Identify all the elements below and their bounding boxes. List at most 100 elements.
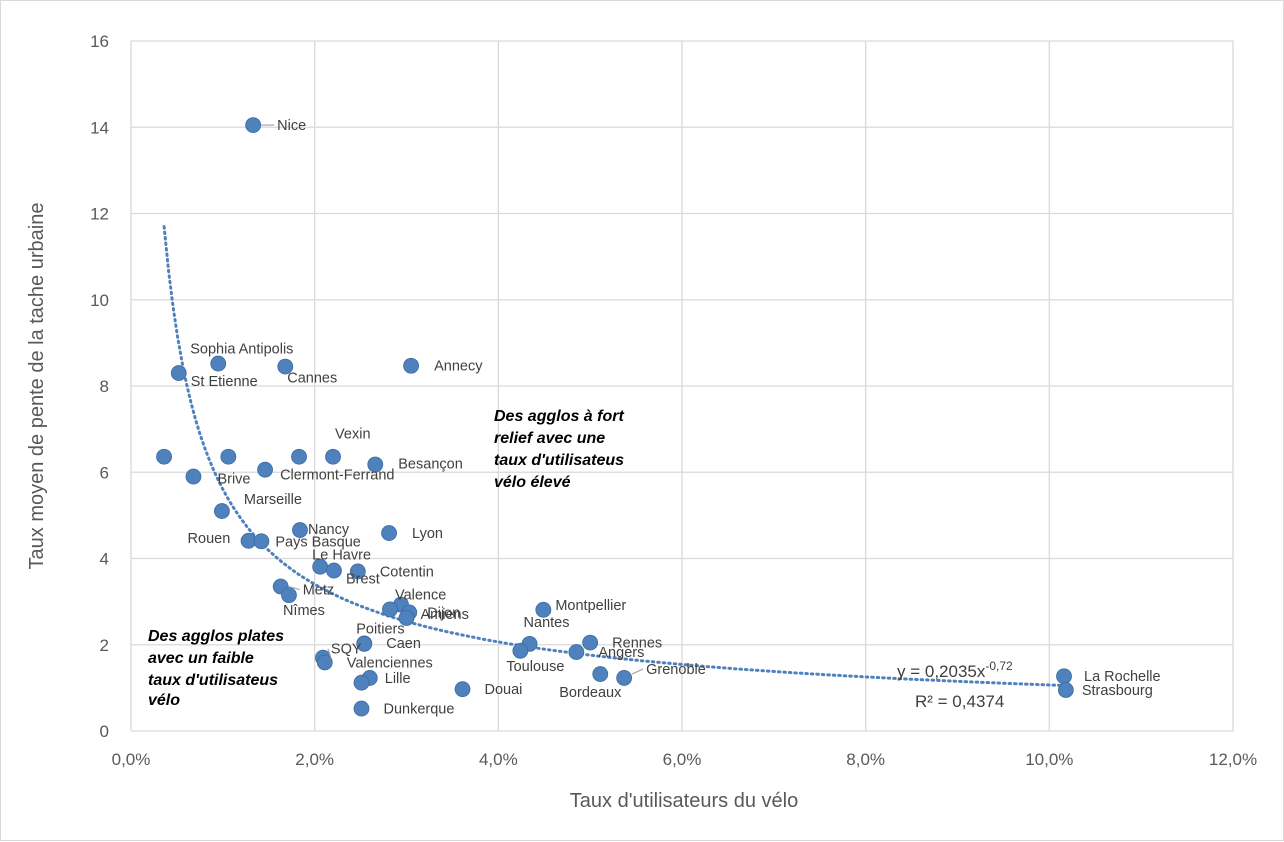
y-tick-label: 16 <box>90 32 109 51</box>
point-label: Strasbourg <box>1082 683 1153 699</box>
label-leader-line <box>631 668 644 675</box>
equation-exponent: -0,72 <box>985 659 1013 673</box>
data-point <box>1057 682 1074 698</box>
label-leader-line <box>327 648 332 658</box>
point-label: Clermont-Ferrand <box>280 468 394 484</box>
data-point <box>349 563 366 580</box>
data-point <box>353 700 370 717</box>
trendline-layer <box>162 225 1068 687</box>
x-tick-label: 12,0% <box>1209 750 1257 769</box>
y-tick-label: 8 <box>100 377 109 396</box>
tick-labels: 0,0% 2,0% 4,0% 6,0% 8,0% 10,0% 12,0% 0 2 4 6 8 10 12 1… <box>90 32 1257 769</box>
x-axis-title: Taux d'utilisateurs du vélo <box>570 790 798 812</box>
y-tick-label: 12 <box>90 205 109 224</box>
point-label: Bordeaux <box>559 685 622 701</box>
x-tick-label: 10,0% <box>1025 750 1073 769</box>
data-point <box>156 448 172 465</box>
point-label: Lyon <box>412 526 443 542</box>
data-point <box>292 522 308 538</box>
data-point <box>1056 668 1072 685</box>
data-point <box>512 642 529 659</box>
data-point <box>353 674 370 691</box>
equation-text: y = 0,2035x-0,72 <box>897 659 1013 681</box>
point-label: Rouen <box>188 531 231 547</box>
point-label: Nancy <box>308 522 350 538</box>
data-point <box>382 601 398 618</box>
data-point <box>454 681 471 698</box>
x-tick-label: 6,0% <box>663 750 702 769</box>
point-label: Toulouse <box>506 659 564 675</box>
x-tick-label: 4,0% <box>479 750 518 769</box>
point-label: Nîmes <box>283 603 325 619</box>
point-label: SQY <box>331 642 362 658</box>
annotation-high-relief-line-4: vélo élevé <box>494 474 571 491</box>
point-label: Cannes <box>287 371 337 387</box>
data-point <box>185 468 202 485</box>
data-point <box>210 355 227 372</box>
data-point <box>381 525 397 541</box>
data-point <box>291 448 307 465</box>
data-point <box>325 448 341 465</box>
annotation-high-relief: Des agglos à fort relief avec une taux d… <box>494 408 624 491</box>
annotation-high-relief-line-2: relief avec une <box>494 430 605 447</box>
data-point <box>616 670 633 686</box>
y-tick-label: 6 <box>100 463 109 482</box>
annotation-flat: Des agglos plates avec un faible taux d'… <box>148 628 284 709</box>
point-label: Nice <box>277 118 306 134</box>
point-label: Metz <box>303 583 334 599</box>
data-point <box>592 666 609 682</box>
r-squared-text: R² = 0,4374 <box>915 692 1004 711</box>
point-label: Caen <box>386 636 421 652</box>
data-point <box>403 357 419 374</box>
power-trendline <box>162 225 1068 687</box>
y-tick-label: 2 <box>100 636 109 655</box>
data-point <box>220 448 237 465</box>
trendline-equation: y = 0,2035x-0,72 R² = 0,4374 <box>897 659 1013 711</box>
point-label: Cotentin <box>380 564 434 580</box>
point-label: Pays Basque <box>275 534 360 550</box>
annotation-flat-line-4: vélo <box>148 692 180 709</box>
equation-main: y = 0,2035x <box>897 662 986 681</box>
data-point <box>356 635 373 652</box>
point-label: La Rochelle <box>1084 669 1161 685</box>
point-label: St Etienne <box>191 374 258 390</box>
data-points <box>156 117 1074 717</box>
data-point <box>253 533 270 550</box>
y-axis-title: Taux moyen de pente de la tache urbaine <box>26 203 48 570</box>
label-leader-line <box>288 585 300 591</box>
data-point <box>170 365 187 381</box>
point-label: Amiens <box>421 607 469 623</box>
y-tick-label: 0 <box>100 722 109 741</box>
annotation-high-relief-line-3: taux d'utilisateus <box>494 452 624 469</box>
data-point <box>214 503 230 519</box>
point-label: Valenciennes <box>347 655 433 671</box>
x-tick-label: 0,0% <box>112 750 151 769</box>
data-point <box>257 461 273 478</box>
point-label: Brive <box>217 472 250 488</box>
point-label: Annecy <box>434 359 483 375</box>
point-label: Grenoble <box>646 662 706 678</box>
annotation-high-relief-line-1: Des agglos à fort <box>494 408 624 425</box>
annotation-flat-line-3: taux d'utilisateus <box>148 672 278 689</box>
data-point <box>367 456 384 473</box>
point-label: Le Havre <box>312 548 371 564</box>
data-point <box>326 562 342 579</box>
data-point <box>568 644 585 660</box>
y-tick-label: 4 <box>100 550 109 569</box>
point-label: Sophia Antipolis <box>190 342 293 358</box>
point-labels: Nice Sophia Antipolis St Etienne Cannes Anne… <box>188 118 1161 717</box>
data-point <box>535 601 552 618</box>
point-label: Douai <box>485 682 523 698</box>
point-label: Dijon <box>427 605 460 621</box>
annotation-flat-line-1: Des agglos plates <box>148 628 284 645</box>
data-point <box>277 358 294 375</box>
point-label: Valence <box>395 588 446 604</box>
point-label: Rennes <box>612 636 662 652</box>
x-tick-label: 2,0% <box>295 750 334 769</box>
y-tick-label: 10 <box>90 291 109 310</box>
point-label: Dunkerque <box>384 702 455 718</box>
point-label: Besançon <box>398 456 463 472</box>
point-label: Nantes <box>524 615 570 631</box>
